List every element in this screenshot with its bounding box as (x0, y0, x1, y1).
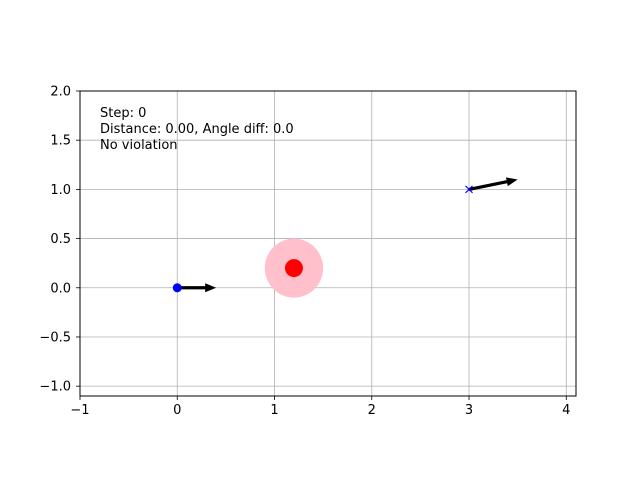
y-tick-label: −1.0 (39, 380, 71, 395)
x-tick-label: 1 (270, 403, 278, 418)
axis-ticks: −1 0 1 2 3 4 −1.0 −0.5 0.0 0.5 1.0 1.5 2.0 (39, 85, 570, 419)
y-tick-label: 1.0 (50, 183, 71, 198)
agent-heading-arrow (177, 283, 217, 293)
goal-heading-arrow (468, 177, 518, 191)
goal-heading-arrow-shape (468, 177, 518, 191)
violation-status-label: No violation (100, 138, 178, 153)
goal-marker-stroke (465, 185, 473, 194)
annotation-box: Step: 0 Distance: 0.00, Angle diff: 0.0 … (100, 106, 294, 153)
agent-heading-arrow-shape (177, 283, 217, 293)
y-tick-label: 0.5 (50, 232, 71, 247)
x-tick-label: 3 (465, 403, 473, 418)
x-tick-label: 0 (173, 403, 181, 418)
step-label: Step: 0 (100, 106, 146, 121)
obstacle-marker (284, 259, 303, 278)
y-tick-label: −0.5 (39, 330, 71, 345)
distance-angle-label: Distance: 0.00, Angle diff: 0.0 (100, 122, 294, 137)
x-tick-label: −1 (70, 403, 89, 418)
agent-marker (172, 283, 182, 293)
x-tick-label: 2 (368, 403, 376, 418)
y-tick-label: 1.5 (50, 134, 71, 149)
plot-frame (79, 90, 577, 397)
y-tick-label: 0.0 (50, 281, 71, 296)
y-tick-label: 2.0 (50, 85, 71, 100)
x-tick-label: 4 (562, 403, 570, 418)
goal-marker (465, 185, 473, 194)
plot-marks (172, 177, 518, 298)
